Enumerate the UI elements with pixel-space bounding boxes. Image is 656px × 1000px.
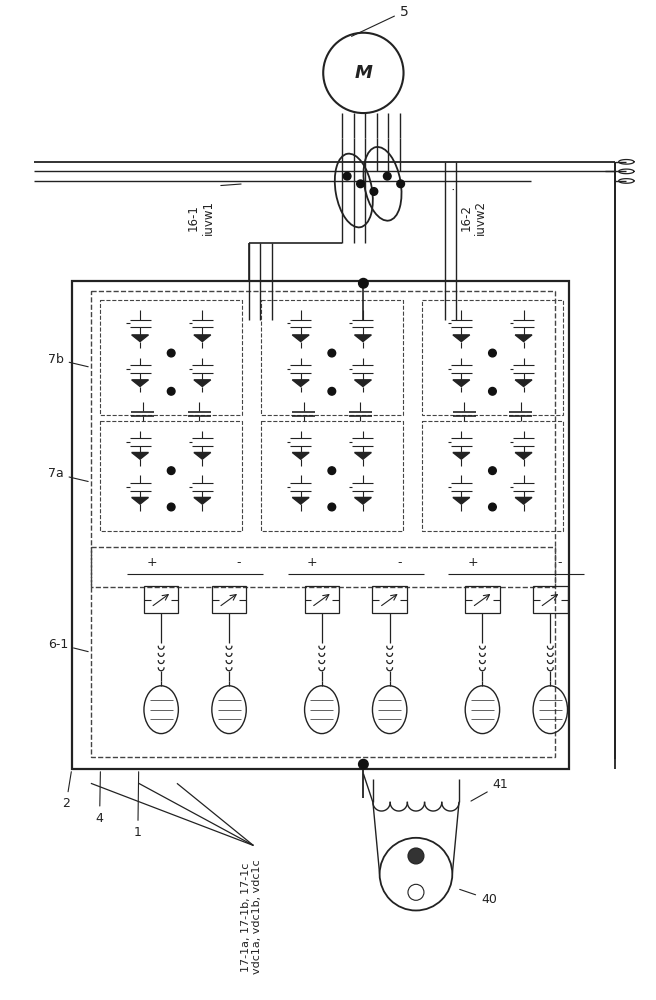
Circle shape <box>167 349 175 357</box>
Polygon shape <box>453 497 470 504</box>
Text: 16-1
iuvw1: 16-1 iuvw1 <box>187 200 215 235</box>
Bar <box>373 586 407 613</box>
Circle shape <box>489 467 497 474</box>
Circle shape <box>323 33 403 113</box>
Text: -: - <box>558 556 562 569</box>
Bar <box>72 281 569 769</box>
Polygon shape <box>453 380 470 387</box>
Polygon shape <box>453 335 470 342</box>
Circle shape <box>357 180 364 188</box>
Circle shape <box>359 759 368 769</box>
Polygon shape <box>354 497 371 504</box>
Polygon shape <box>515 335 532 342</box>
Text: +: + <box>307 556 318 569</box>
Circle shape <box>489 503 497 511</box>
Text: 4: 4 <box>96 772 104 825</box>
Text: +: + <box>468 556 478 569</box>
Circle shape <box>408 848 424 864</box>
Circle shape <box>384 172 391 180</box>
Text: 5: 5 <box>352 5 409 36</box>
Polygon shape <box>132 380 148 387</box>
Circle shape <box>397 180 405 188</box>
Circle shape <box>343 172 351 180</box>
Polygon shape <box>293 497 309 504</box>
Polygon shape <box>132 335 148 342</box>
Bar <box>465 586 500 613</box>
Text: 17-1a, 17-1b, 17-1c
vdc1a, vdc1b, vdc1c: 17-1a, 17-1b, 17-1c vdc1a, vdc1b, vdc1c <box>241 860 262 974</box>
Bar <box>100 421 242 531</box>
Circle shape <box>489 349 497 357</box>
Bar <box>422 421 564 531</box>
Bar <box>533 586 567 613</box>
Polygon shape <box>354 335 371 342</box>
Bar <box>212 586 246 613</box>
Text: 6-1: 6-1 <box>48 638 88 652</box>
Bar <box>100 300 242 415</box>
Polygon shape <box>194 380 211 387</box>
Polygon shape <box>515 380 532 387</box>
Bar <box>144 586 178 613</box>
Text: 1: 1 <box>134 772 142 839</box>
Text: -: - <box>397 556 401 569</box>
Polygon shape <box>293 380 309 387</box>
Bar <box>422 300 564 415</box>
Polygon shape <box>194 497 211 504</box>
Text: 7a: 7a <box>48 467 88 481</box>
Text: +: + <box>146 556 157 569</box>
Circle shape <box>328 467 336 474</box>
Bar <box>261 421 403 531</box>
Circle shape <box>167 503 175 511</box>
Circle shape <box>359 278 368 288</box>
Circle shape <box>328 349 336 357</box>
Circle shape <box>328 503 336 511</box>
Polygon shape <box>194 452 211 459</box>
Polygon shape <box>354 452 371 459</box>
Circle shape <box>380 838 452 910</box>
Polygon shape <box>132 497 148 504</box>
Polygon shape <box>354 380 371 387</box>
Polygon shape <box>293 335 309 342</box>
Polygon shape <box>293 452 309 459</box>
Text: 40: 40 <box>460 889 497 906</box>
Circle shape <box>167 467 175 474</box>
Text: 2: 2 <box>62 772 72 810</box>
Circle shape <box>370 188 378 195</box>
Bar <box>91 547 554 757</box>
Polygon shape <box>453 452 470 459</box>
Text: 16-2
iuvw2: 16-2 iuvw2 <box>459 200 487 235</box>
Polygon shape <box>194 335 211 342</box>
Circle shape <box>167 387 175 395</box>
Text: M: M <box>354 64 373 82</box>
Polygon shape <box>515 452 532 459</box>
Circle shape <box>408 884 424 900</box>
Text: -: - <box>236 556 241 569</box>
Circle shape <box>489 387 497 395</box>
Bar <box>261 300 403 415</box>
Circle shape <box>328 387 336 395</box>
Text: 7b: 7b <box>48 353 88 367</box>
Polygon shape <box>515 497 532 504</box>
Polygon shape <box>132 452 148 459</box>
Text: 41: 41 <box>471 778 508 801</box>
Bar <box>91 291 554 587</box>
Bar <box>304 586 339 613</box>
